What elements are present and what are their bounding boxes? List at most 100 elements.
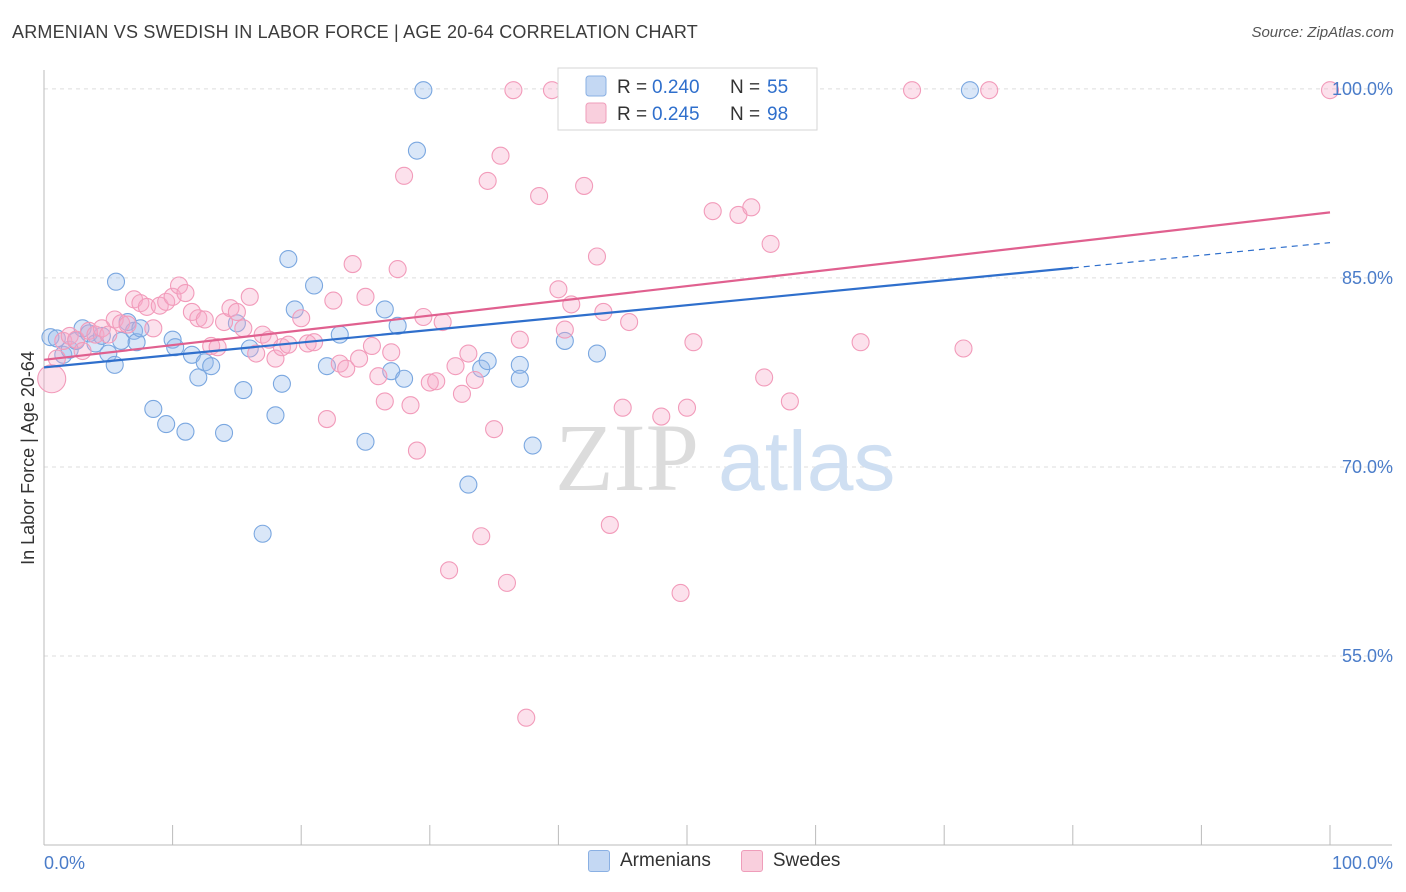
armenians-point-45 [459, 475, 478, 494]
y-tick-label-3: 100.0% [1332, 79, 1393, 99]
armenians-point-37 [330, 325, 349, 344]
armenians-point-52 [587, 344, 607, 363]
armenians-point-50 [523, 436, 542, 455]
legend-label-armenians: Armenians [620, 850, 711, 871]
swedes-point-89 [703, 202, 722, 221]
swedes-point-9 [99, 325, 118, 344]
swedes-point-21 [176, 283, 195, 303]
swedes-point-81 [600, 515, 619, 534]
swedes-point-97 [954, 339, 973, 358]
armenians-point-31 [266, 406, 285, 425]
swedes-point-96 [902, 81, 922, 100]
swedes-point-54 [401, 396, 420, 415]
swedes-point-83 [620, 312, 639, 332]
swedes-point-61 [446, 357, 465, 376]
swedes-point-67 [485, 420, 504, 439]
armenians-point-30 [253, 524, 272, 543]
swedes-point-64 [465, 370, 484, 390]
armenians-point-33 [279, 249, 298, 269]
legend-r-label-0: R = [617, 77, 647, 98]
legend-r-label-1: R = [617, 104, 647, 125]
swedes-point-23 [189, 309, 208, 328]
grid-lines [44, 88, 1392, 657]
legend-swatch-armenians [585, 75, 607, 97]
armenians-point-41 [388, 316, 407, 335]
swedes-point-65 [472, 527, 491, 546]
swedes-point-93 [761, 234, 780, 253]
armenians-point-43 [407, 141, 426, 160]
armenians-point-23 [189, 368, 208, 387]
swedes-point-20 [169, 276, 189, 295]
swedes-point-87 [677, 398, 697, 417]
armenians-point-39 [375, 300, 394, 319]
legend-n-label-0: N = [730, 77, 760, 98]
legend-swatch-swedes [585, 102, 607, 124]
swedes-point-32 [247, 344, 266, 363]
armenians-point-3 [60, 340, 79, 359]
legend-r-value-1: 0.245 [652, 104, 700, 125]
swedes-point-49 [369, 367, 388, 386]
swedes-point-42 [324, 291, 343, 310]
armenians-point-35 [305, 276, 324, 295]
y-tick-label-2: 85.0% [1342, 268, 1393, 288]
legend-r-value-0: 0.240 [652, 77, 700, 98]
armenians-trend-extension [1072, 242, 1331, 269]
swedes-point-99 [1320, 81, 1340, 100]
swedes-point-29 [227, 302, 246, 322]
swedes-point-35 [266, 349, 285, 368]
swedes-point-50 [375, 392, 394, 411]
armenians-point-47 [478, 352, 497, 371]
armenians-point-38 [356, 432, 375, 451]
swedes-point-46 [350, 349, 369, 368]
top-legend: R = 0.240 N = 55 R = 0.245 N = 98 [557, 67, 818, 131]
swedes-point-85 [652, 407, 671, 426]
swedes-point-44 [337, 359, 356, 378]
swedes-point-0 [37, 364, 67, 394]
armenians-point-42 [395, 369, 414, 388]
swedes-point-45 [343, 255, 362, 274]
chart-title: ARMENIAN VS SWEDISH IN LABOR FORCE | AGE… [12, 22, 698, 42]
swedes-point-88 [684, 333, 703, 352]
legend-n-value-1: 98 [767, 104, 788, 125]
legend-item-armenians[interactable]: Armenians [588, 850, 711, 872]
swedes-point-4 [67, 330, 86, 349]
x-tick-label-0: 0.0% [44, 853, 85, 873]
armenians-point-54 [960, 81, 979, 100]
swedes-point-38 [292, 309, 311, 328]
swedes-point-70 [504, 81, 523, 100]
armenians-point-25 [202, 357, 221, 376]
swedes-point-95 [851, 333, 870, 352]
swedes-trend-line [43, 211, 1331, 361]
legend-item-swedes[interactable]: Swedes [740, 850, 841, 872]
x-tick-labels: 0.0% 100.0% [44, 853, 1393, 873]
swedes-point-91 [742, 198, 761, 217]
armenians-point-28 [234, 381, 253, 400]
swedes-point-78 [575, 176, 594, 195]
armenians-point-44 [414, 81, 433, 100]
watermark-zip: ZIP [555, 404, 699, 511]
swedes-point-66 [478, 171, 497, 190]
swedes-point-63 [459, 344, 478, 363]
legend-swatch-swedes-bottom [740, 850, 763, 872]
swedes-point-57 [420, 373, 439, 392]
armenians-point-15 [127, 333, 146, 352]
swedes-point-52 [388, 260, 407, 279]
swedes-point-51 [382, 343, 401, 362]
swedes-point-94 [780, 392, 799, 411]
swedes-point-79 [587, 247, 607, 266]
legend-label-swedes: Swedes [772, 850, 841, 871]
source-credit: Source: ZipAtlas.com [1251, 24, 1394, 41]
swedes-point-48 [362, 336, 381, 356]
armenians-point-34 [285, 300, 304, 319]
swedes-point-71 [510, 330, 529, 349]
legend-swatch-armenians-bottom [588, 850, 610, 872]
swedes-point-86 [671, 583, 690, 603]
swedes-point-11 [112, 314, 131, 333]
swedes-point-55 [407, 441, 426, 460]
swedes-point-92 [755, 368, 774, 387]
data-points [37, 81, 1340, 727]
legend-n-value-0: 55 [767, 77, 788, 98]
y-tick-label-0: 55.0% [1342, 646, 1393, 666]
bottom-legend: Armenians Swedes [588, 850, 858, 872]
